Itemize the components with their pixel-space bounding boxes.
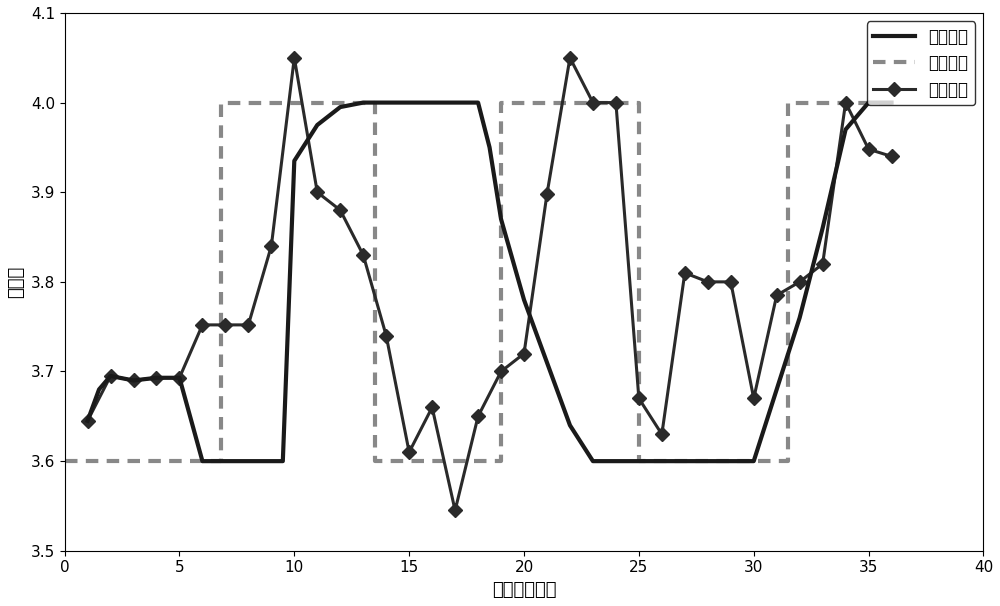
Legend: 反馈控制, 参考轨迹, 经验控制: 反馈控制, 参考轨迹, 经验控制: [867, 21, 975, 105]
Y-axis label: 酸锡比: 酸锡比: [7, 266, 25, 298]
X-axis label: 时间（小时）: 时间（小时）: [492, 581, 556, 599]
